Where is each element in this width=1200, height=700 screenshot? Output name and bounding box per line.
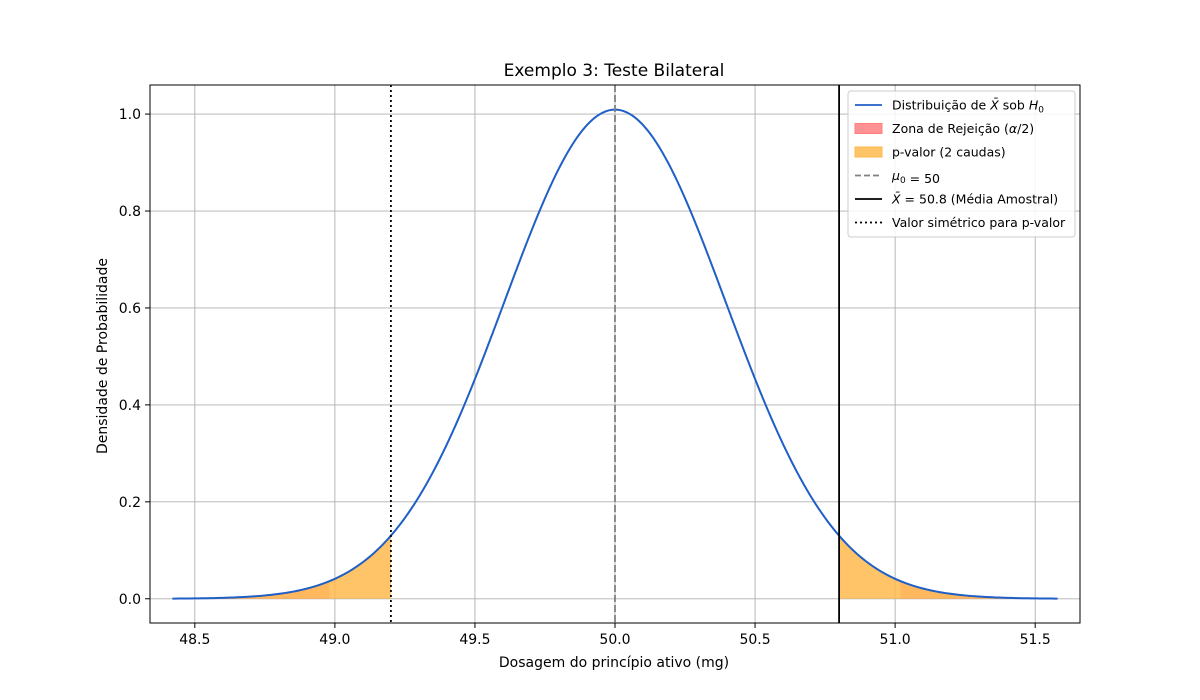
legend-label-4-part-0: X̄ — [891, 192, 901, 207]
y-tick-label-3: 0.6 — [119, 301, 141, 317]
legend-handle-1 — [854, 123, 883, 134]
legend-label-4: X̄ = 50.8 (Média Amostral) — [891, 192, 1058, 207]
legend-label-4-part-1: = 50.8 (Média Amostral) — [901, 192, 1059, 207]
legend-label-0-part-3: H — [1029, 98, 1039, 113]
x-tick-label-3: 50.0 — [599, 632, 630, 648]
y-tick-label-4: 0.8 — [119, 204, 141, 220]
y-tick-label-2: 0.4 — [119, 398, 141, 414]
legend-label-3-part-1: 0 — [900, 176, 906, 186]
legend-label-1-part-1: α — [1009, 121, 1018, 136]
legend-label-0-part-0: Distribuição de — [892, 98, 990, 113]
y-tick-label-5: 1.0 — [119, 107, 141, 123]
legend-box — [847, 90, 1076, 238]
legend-handle-2 — [854, 146, 883, 158]
legend-label-0: Distribuição de X̄ sob H0 — [892, 98, 1044, 116]
legend-label-3: μ0 = 50 — [891, 168, 940, 186]
legend-label-0-part-2: sob — [999, 98, 1029, 113]
y-tick-label-0: 0.0 — [119, 592, 141, 608]
legend-label-2-part-0: p-valor (2 caudas) — [892, 145, 1006, 160]
legend-label-3-part-2: = 50 — [906, 171, 940, 186]
x-tick-label-4: 50.5 — [739, 632, 770, 648]
legend-label-1-part-0: Zona de Rejeição ( — [892, 121, 1009, 136]
legend-label-3-part-0: μ — [891, 168, 900, 183]
p-value-area-upper — [839, 535, 1058, 599]
p-value-area-lower — [172, 535, 391, 599]
x-tick-label-5: 51.0 — [880, 632, 911, 648]
x-axis-label: Dosagem do princípio ativo (mg) — [499, 655, 729, 671]
legend-label-1-part-2: /2) — [1017, 121, 1034, 136]
legend-label-1: Zona de Rejeição (α/2) — [892, 121, 1034, 136]
legend-label-5: Valor simétrico para p-valor — [892, 215, 1066, 230]
x-tick-label-2: 49.5 — [459, 632, 490, 648]
x-tick-label-0: 48.5 — [179, 632, 210, 648]
chart-title: Exemplo 3: Teste Bilateral — [504, 61, 725, 81]
y-axis-label: Densidade de Probabilidade — [95, 258, 111, 454]
y-tick-label-1: 0.2 — [119, 495, 141, 511]
legend-label-0-part-1: X̄ — [989, 98, 999, 113]
plot-series — [172, 85, 1058, 623]
legend-label-5-part-0: Valor simétrico para p-valor — [892, 215, 1066, 230]
legend-label-2: p-valor (2 caudas) — [892, 145, 1006, 160]
x-tick-label-1: 49.0 — [319, 632, 350, 648]
x-tick-label-6: 51.5 — [1020, 632, 1051, 648]
legend-label-0-part-4: 0 — [1038, 106, 1044, 116]
